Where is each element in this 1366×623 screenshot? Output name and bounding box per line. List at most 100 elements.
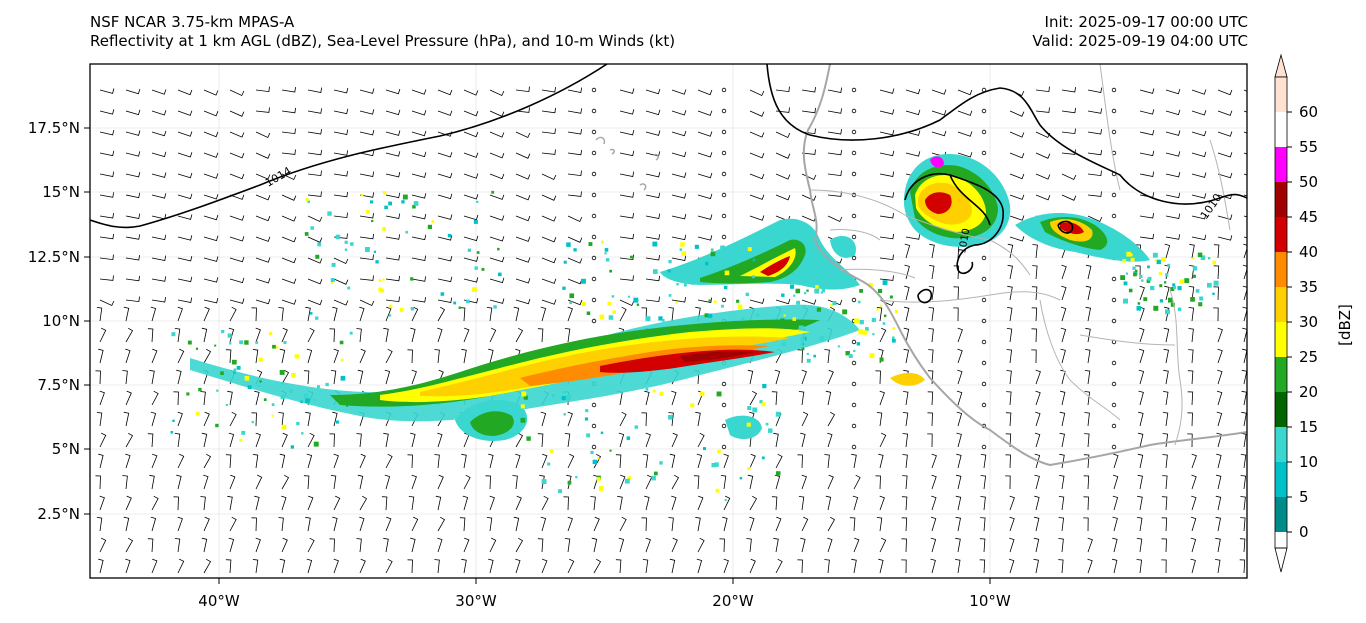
wind-barb	[1087, 191, 1102, 197]
reflectivity-cell	[627, 476, 631, 480]
reflectivity-cell	[714, 300, 717, 303]
wind-barb	[1163, 348, 1169, 364]
wind-barb	[1136, 538, 1143, 553]
wind-barb	[330, 370, 337, 385]
wind-barb	[1217, 172, 1233, 179]
reflectivity-cell	[388, 314, 392, 317]
reflectivity-cell	[1141, 279, 1144, 282]
wind-barb	[1138, 390, 1144, 406]
reflectivity-cell	[883, 314, 887, 318]
wind-barb	[99, 432, 107, 448]
reflectivity-cell	[796, 300, 800, 305]
wind-barb	[1137, 517, 1143, 532]
wind-barb	[1087, 537, 1093, 553]
wind-barb	[1061, 264, 1067, 280]
reflectivity-cell	[567, 480, 572, 485]
reflectivity-cell	[776, 471, 781, 476]
calm-wind-circle	[851, 423, 857, 429]
wind-barb	[385, 192, 401, 199]
reflectivity-cell	[882, 322, 886, 325]
calm-wind-circle	[981, 276, 987, 282]
wind-barb	[437, 432, 443, 448]
wind-barb	[488, 558, 494, 574]
wind-barb	[619, 306, 627, 322]
colorbar-tick-label: 55	[1299, 138, 1318, 156]
wind-barb	[381, 496, 388, 511]
wind-barb	[125, 255, 140, 261]
reflectivity-cell	[724, 285, 728, 290]
wind-barb	[1240, 496, 1246, 511]
wind-barb	[567, 191, 582, 197]
wind-barb	[749, 131, 765, 138]
reflectivity-cell	[601, 240, 604, 244]
wind-barb	[488, 453, 494, 469]
reflectivity-cell	[762, 384, 767, 389]
colorbar-tick-label: 15	[1299, 418, 1318, 436]
wind-barb	[1060, 390, 1066, 406]
wind-barb	[359, 192, 375, 198]
wind-barb	[1216, 453, 1222, 469]
reflectivity-cell	[1156, 259, 1161, 265]
wind-barb	[1137, 474, 1143, 490]
wind-barb	[695, 411, 701, 427]
reflectivity-cell	[427, 224, 432, 229]
reflectivity-cell	[752, 258, 756, 262]
reflectivity-cell	[856, 342, 861, 346]
wind-barb	[1112, 558, 1118, 574]
reflectivity-cell	[1143, 297, 1148, 302]
reflectivity-cell	[1126, 251, 1132, 257]
wind-barb	[461, 558, 467, 574]
wind-barb	[1165, 213, 1181, 219]
reflectivity-cell	[747, 467, 751, 471]
reflectivity-cell	[1212, 292, 1215, 295]
wind-barb	[1139, 306, 1145, 322]
reflectivity-cell	[710, 251, 716, 257]
colorbar-segment	[1275, 532, 1287, 548]
reflectivity-cell	[388, 201, 392, 206]
calm-wind-circle	[851, 360, 857, 366]
wind-barb	[879, 275, 894, 281]
wind-barb	[408, 496, 415, 511]
wind-barb	[151, 255, 167, 261]
wind-barb	[618, 432, 625, 448]
reflectivity-cell	[628, 295, 630, 298]
reflectivity-cell	[239, 340, 243, 345]
wind-barb	[201, 432, 208, 448]
reflectivity-cell	[315, 254, 320, 259]
wind-barb	[901, 538, 907, 553]
calm-wind-circle	[591, 129, 597, 135]
wind-barb	[1135, 265, 1141, 280]
wind-barb	[567, 215, 583, 223]
wind-barb	[619, 150, 635, 157]
wind-barb	[1161, 496, 1168, 511]
wind-barb	[1188, 328, 1194, 343]
wind-barb	[671, 151, 687, 158]
wind-barb	[723, 495, 731, 511]
wind-barb	[927, 391, 934, 406]
lon-label: 40°W	[198, 592, 240, 610]
wind-barb	[1035, 152, 1051, 159]
wind-barb	[1240, 517, 1246, 532]
reflectivity-cell	[257, 385, 260, 387]
wind-barb	[1058, 517, 1065, 532]
wind-barb	[853, 537, 860, 553]
reflectivity-cell	[634, 425, 638, 429]
wind-barb	[1242, 285, 1247, 301]
reflectivity-cell	[761, 456, 765, 460]
wind-barb	[1216, 390, 1223, 406]
wind-barb	[329, 538, 335, 553]
wind-barb	[174, 328, 181, 343]
reflectivity-cell	[431, 220, 435, 223]
wind-barb	[203, 411, 210, 427]
wind-barb	[1165, 234, 1181, 240]
reflectivity-cell	[761, 402, 766, 407]
wind-barb	[749, 152, 765, 159]
wind-barb	[333, 299, 349, 306]
reflectivity-cell	[783, 314, 786, 317]
colorbar-segment	[1275, 287, 1287, 322]
wind-barb	[125, 537, 134, 553]
wind-barb	[151, 234, 167, 241]
wind-barb	[1191, 495, 1197, 511]
calm-wind-circle	[851, 108, 857, 114]
wind-barb	[671, 130, 687, 137]
